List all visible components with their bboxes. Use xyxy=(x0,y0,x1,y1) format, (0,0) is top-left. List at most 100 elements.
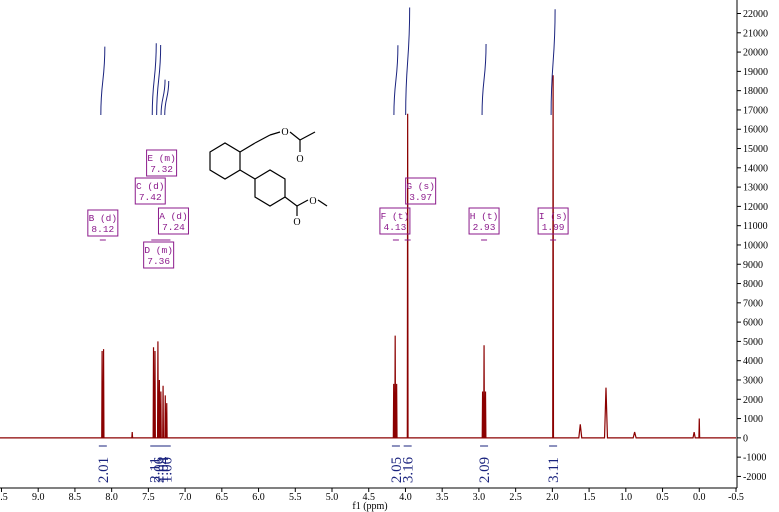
integral-curve xyxy=(550,9,556,116)
x-tick-label: 0.5 xyxy=(656,492,669,503)
multiplet-box xyxy=(146,149,178,177)
integral-curve xyxy=(156,44,162,116)
y-tick-label: -1000 xyxy=(743,453,766,464)
x-tick-label: 1.0 xyxy=(620,492,633,503)
multiplet-shift: 1.99 xyxy=(542,222,565,233)
integral-value: 3.16 xyxy=(401,456,417,483)
y-tick-label: -2000 xyxy=(743,472,766,483)
y-tick-label: 15000 xyxy=(743,144,768,155)
y-tick-label: 14000 xyxy=(743,163,768,174)
x-tick-label: 8.5 xyxy=(69,492,82,503)
y-tick-label: 17000 xyxy=(743,105,768,116)
bond xyxy=(296,199,309,207)
multiplet-box xyxy=(537,207,569,235)
integral-curve xyxy=(164,80,170,116)
x-tick-label: 4.5 xyxy=(362,492,375,503)
integral-curve xyxy=(160,79,166,116)
multiplet-shift: 2.93 xyxy=(473,222,496,233)
multiplet-shift: 7.32 xyxy=(150,164,173,175)
multiplet-label: I (s) xyxy=(539,211,568,222)
bond xyxy=(284,196,298,207)
y-tick-label: 11000 xyxy=(743,221,768,232)
y-tick-label: 10000 xyxy=(743,240,768,251)
multiplet-label: F (t) xyxy=(381,211,410,222)
multiplet-label: A (d) xyxy=(159,211,188,222)
x-tick-label: 1.5 xyxy=(583,492,596,503)
x-tick-label: 3.5 xyxy=(436,492,449,503)
bond xyxy=(239,169,256,180)
y-tick-label: 5000 xyxy=(743,337,763,348)
y-tick-label: 2000 xyxy=(743,395,763,406)
multiplet-shift: 8.12 xyxy=(91,224,114,235)
x-tick-label: 6.5 xyxy=(216,492,229,503)
x-tick-label: 2.5 xyxy=(509,492,522,503)
integral-curve xyxy=(151,43,157,116)
spectrum xyxy=(0,75,736,439)
atom-label: O xyxy=(296,154,303,165)
bond xyxy=(289,131,301,141)
y-tick-label: 3000 xyxy=(743,375,763,386)
integral-curve xyxy=(405,7,411,116)
bond xyxy=(254,134,271,144)
x-tick-label: 7.0 xyxy=(179,492,192,503)
multiplet-box xyxy=(157,207,189,235)
multiplet-box xyxy=(405,177,437,205)
y-tick-label: 0 xyxy=(743,433,748,444)
integral-curve xyxy=(393,45,399,116)
multiplet-shift: 4.13 xyxy=(384,222,407,233)
integral-value: 2.06 xyxy=(152,456,168,483)
multiplet-label: C (d) xyxy=(136,181,165,192)
multiplet-label: D (m) xyxy=(144,245,173,256)
multiplet-box xyxy=(87,209,119,237)
x-tick-label: 7.5 xyxy=(142,492,155,503)
y-tick-label: 7000 xyxy=(743,298,763,309)
multiplet-label: G (s) xyxy=(406,181,435,192)
multiplet-label: H (t) xyxy=(470,211,499,222)
x-tick-label: 5.0 xyxy=(326,492,339,503)
ring-2 xyxy=(254,169,286,207)
y-tick-label: 8000 xyxy=(743,279,763,290)
ring-1 xyxy=(209,142,241,180)
multiplet-box xyxy=(379,207,411,235)
integral-value: 1.00 xyxy=(160,457,176,483)
x-tick-label: 3.0 xyxy=(473,492,486,503)
x-tick-label: 9.5 xyxy=(0,492,8,503)
x-tick-label: 2.0 xyxy=(546,492,559,503)
bond xyxy=(239,142,256,153)
multiplet-shift: 3.97 xyxy=(409,192,432,203)
integral-curve xyxy=(481,43,487,116)
integral-value: 2.05 xyxy=(389,457,405,483)
multiplet-shift: 7.42 xyxy=(139,192,162,203)
integral-curve xyxy=(100,46,106,116)
bond xyxy=(269,131,281,136)
multiplet-box xyxy=(468,207,500,235)
x-tick-label: 4.0 xyxy=(399,492,412,503)
x-tick-label: 6.0 xyxy=(252,492,265,503)
y-tick-label: 19000 xyxy=(743,67,768,78)
y-tick-label: 13000 xyxy=(743,183,768,194)
atom-label: O xyxy=(293,217,300,228)
y-tick-label: 20000 xyxy=(743,48,768,59)
atom-label: O xyxy=(309,196,316,207)
integral-value: 2.01 xyxy=(96,457,112,483)
multiplet-box xyxy=(134,177,166,205)
integral-value: 2.09 xyxy=(477,457,493,483)
multiplet-label: E (m) xyxy=(147,153,176,164)
y-tick-label: 18000 xyxy=(743,86,768,97)
y-tick-label: 22000 xyxy=(743,9,768,20)
x-tick-label: -0.5 xyxy=(728,492,744,503)
bond xyxy=(299,131,316,141)
x-tick-label: 0.0 xyxy=(693,492,706,503)
multiplet-shift: 7.24 xyxy=(162,222,185,233)
multiplet-shift: 7.36 xyxy=(147,256,170,267)
y-tick-label: 4000 xyxy=(743,356,763,367)
molecule xyxy=(209,131,328,216)
y-tick-label: 6000 xyxy=(743,318,763,329)
y-tick-label: 21000 xyxy=(743,28,768,39)
x-axis-label: f1 (ppm) xyxy=(352,501,387,512)
integral-value: 3.11 xyxy=(546,457,562,483)
bond xyxy=(317,199,328,207)
y-tick-label: 12000 xyxy=(743,202,768,213)
atom-label: O xyxy=(281,127,288,138)
